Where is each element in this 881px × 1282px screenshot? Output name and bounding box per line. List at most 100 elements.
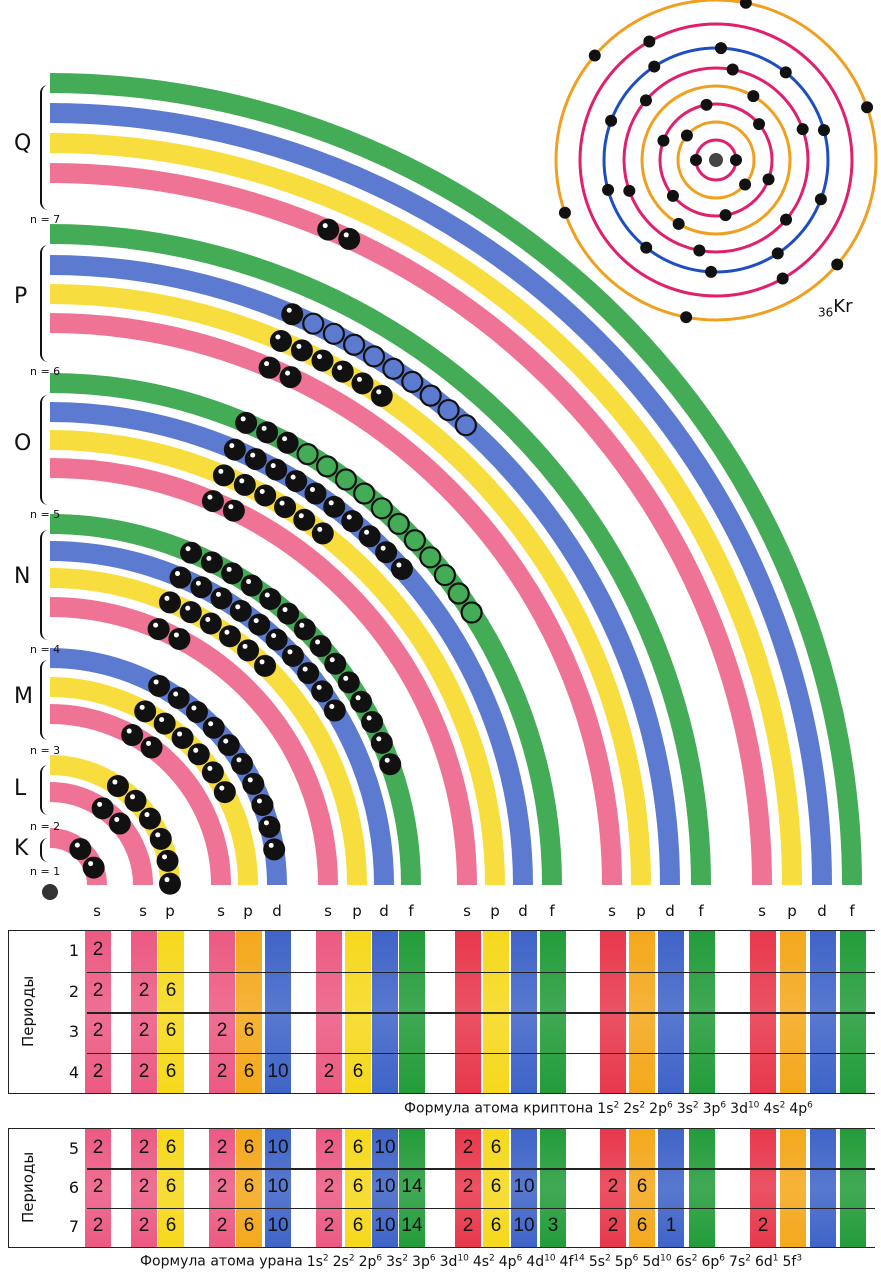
subshell-column-p <box>483 1129 509 1247</box>
shell-letter: L <box>14 776 27 801</box>
electron-count: 10 <box>374 1215 396 1237</box>
term-orbital: 4s <box>472 1253 490 1270</box>
formula-term: 4f14 <box>560 1253 585 1270</box>
electron-highlight <box>343 675 349 681</box>
electron-highlight <box>146 740 152 746</box>
electron-highlight <box>224 629 230 635</box>
electron-highlight <box>343 232 349 238</box>
electron <box>201 490 224 513</box>
electron-highlight <box>207 494 213 500</box>
electron-count: 2 <box>462 1136 474 1158</box>
electron-highlight <box>286 307 292 313</box>
electron-highlight <box>226 566 232 572</box>
subshell-header: f <box>698 902 704 920</box>
electron-count: 2 <box>462 1215 474 1237</box>
kr-electron <box>623 184 636 197</box>
subshell-header: s <box>217 902 225 920</box>
electron-highlight <box>261 425 267 431</box>
orbital-arc-Q-p <box>49 133 802 886</box>
electron-count: 2 <box>92 1175 104 1197</box>
kr-electron <box>639 94 652 107</box>
formula-label: Формула атома урана <box>140 1253 303 1270</box>
shell-letter: P <box>14 284 28 309</box>
electron-highlight <box>175 571 181 577</box>
electron-highlight <box>315 639 321 645</box>
period-number: 4 <box>68 1062 80 1082</box>
electron <box>153 712 176 735</box>
subshell-header: p <box>490 902 500 920</box>
electron <box>390 557 413 580</box>
electron <box>190 576 213 599</box>
electron-count: 2 <box>138 979 150 1001</box>
electron-highlight <box>191 705 197 711</box>
electron <box>311 349 334 372</box>
formula-term: 1s2 <box>307 1253 329 1270</box>
principal-quantum-number: n = 6 <box>30 365 61 378</box>
electron <box>337 671 360 694</box>
electron-count: 2 <box>138 1215 150 1237</box>
electron-highlight <box>282 436 288 442</box>
electron <box>108 812 131 835</box>
term-electrons: 2 <box>402 1253 409 1263</box>
electron-highlight <box>264 592 270 598</box>
subshell-column-s <box>455 1129 481 1247</box>
electron-count: 10 <box>267 1215 289 1237</box>
principal-quantum-number: n = 3 <box>30 744 61 757</box>
electron <box>269 329 292 352</box>
kr-electron <box>771 247 784 260</box>
kr-electron <box>762 173 775 186</box>
electron <box>187 743 210 766</box>
kr-electron <box>747 90 760 103</box>
term-electrons: 10 <box>544 1253 556 1263</box>
subshell-header: d <box>379 902 389 920</box>
electron <box>379 753 402 776</box>
electron <box>230 752 253 775</box>
electron-highlight <box>322 223 328 229</box>
empty-electron-slot <box>302 312 325 335</box>
electron <box>156 849 179 872</box>
shell-letter: Q <box>14 131 32 156</box>
electron-highlight <box>114 817 120 823</box>
kr-electron <box>680 311 693 324</box>
electron <box>149 827 172 850</box>
electron-highlight <box>270 463 276 469</box>
electron-highlight <box>130 794 136 800</box>
periods-axis-label: Периоды <box>19 975 37 1047</box>
kr-electron <box>602 183 615 196</box>
electron <box>281 644 304 667</box>
kr-orbit-ring <box>676 120 756 200</box>
electron-count: 2 <box>323 1175 335 1197</box>
subshell-column-s <box>600 1129 626 1247</box>
formula-term: 6p6 <box>702 1253 726 1270</box>
electron <box>375 541 398 564</box>
term-electrons: 6 <box>719 1253 726 1263</box>
subshell-header: s <box>608 902 616 920</box>
period-number: 7 <box>68 1217 80 1237</box>
term-orbital: 2s <box>623 1100 640 1117</box>
subshell-header: s <box>463 902 471 920</box>
electron-shell-diagram <box>42 0 878 900</box>
term-orbital: 7s <box>729 1253 746 1270</box>
formula-term: 5p6 <box>615 1253 639 1270</box>
electron-count: 10 <box>513 1175 535 1197</box>
subshell-header: d <box>665 902 675 920</box>
electron-highlight <box>228 504 234 510</box>
electron <box>229 599 252 622</box>
shell-brace <box>40 395 48 505</box>
electron-highlight <box>250 452 256 458</box>
electron <box>277 602 300 625</box>
term-electrons: 6 <box>720 1100 727 1110</box>
kr-electron <box>831 258 844 271</box>
electron-count: 6 <box>636 1175 648 1197</box>
electron <box>324 652 347 675</box>
subshell-header: d <box>817 902 827 920</box>
electron-count: 6 <box>243 1215 255 1237</box>
electron-highlight <box>364 529 370 535</box>
kr-electron <box>643 35 656 48</box>
electron <box>265 458 288 481</box>
electron-highlight <box>366 715 372 721</box>
electron <box>244 448 267 471</box>
shell-letter: M <box>14 684 33 709</box>
electron <box>242 772 265 795</box>
electron-highlight <box>153 679 159 685</box>
